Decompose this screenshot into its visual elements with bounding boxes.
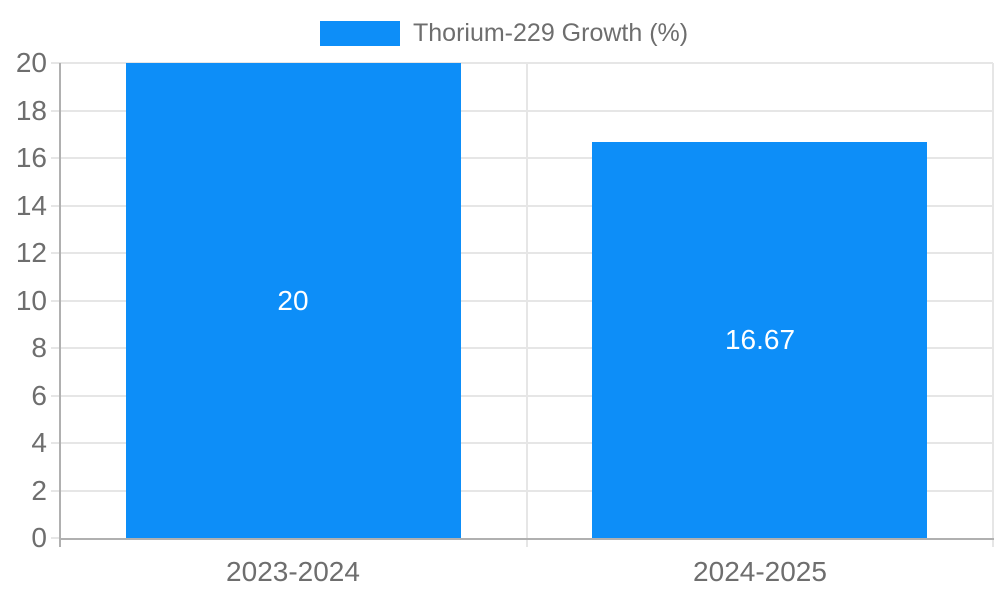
y-axis-tick-label: 0	[31, 522, 47, 553]
y-axis-tick-label: 2	[31, 475, 47, 506]
legend-series-label: Thorium-229 Growth (%)	[413, 19, 689, 47]
category-boundary-gridline	[526, 63, 528, 547]
y-tick-2	[51, 490, 60, 492]
y-tick-8	[51, 347, 60, 349]
y-tick-18	[51, 110, 60, 112]
y-axis-tick-label: 6	[31, 380, 47, 411]
y-axis-tick-label: 4	[31, 427, 47, 458]
y-tick-10	[51, 300, 60, 302]
x-axis-category-label: 2024-2025	[693, 556, 827, 587]
bar-value-label: 16.67	[724, 324, 796, 355]
category-boundary-gridline	[992, 63, 994, 547]
y-tick-4	[51, 442, 60, 444]
y-axis-tick-label: 10	[15, 285, 47, 316]
legend[interactable]: Thorium-229 Growth (%)	[320, 19, 688, 48]
y-tick-6	[51, 395, 60, 397]
y-axis-tick-label: 12	[15, 237, 47, 268]
y-axis-tick-label: 18	[15, 95, 47, 126]
y-tick-14	[51, 205, 60, 207]
y-axis-tick-label: 8	[31, 332, 47, 363]
y-tick-16	[51, 157, 60, 159]
y-axis-tick-label: 14	[15, 190, 47, 221]
legend-swatch	[320, 21, 400, 46]
bar-2023-2024[interactable]	[126, 63, 461, 538]
x-axis-category-label: 2023-2024	[226, 556, 360, 587]
y-tick-0	[51, 537, 60, 539]
x-axis-baseline	[59, 538, 994, 540]
bar-value-label: 20	[277, 285, 309, 316]
y-axis-tick-label: 20	[15, 47, 47, 78]
y-axis-tick-label: 16	[15, 142, 47, 173]
y-tick-20	[51, 62, 60, 64]
y-tick-12	[51, 252, 60, 254]
y-axis-line	[59, 63, 61, 547]
bar-2024-2025[interactable]	[592, 142, 927, 538]
